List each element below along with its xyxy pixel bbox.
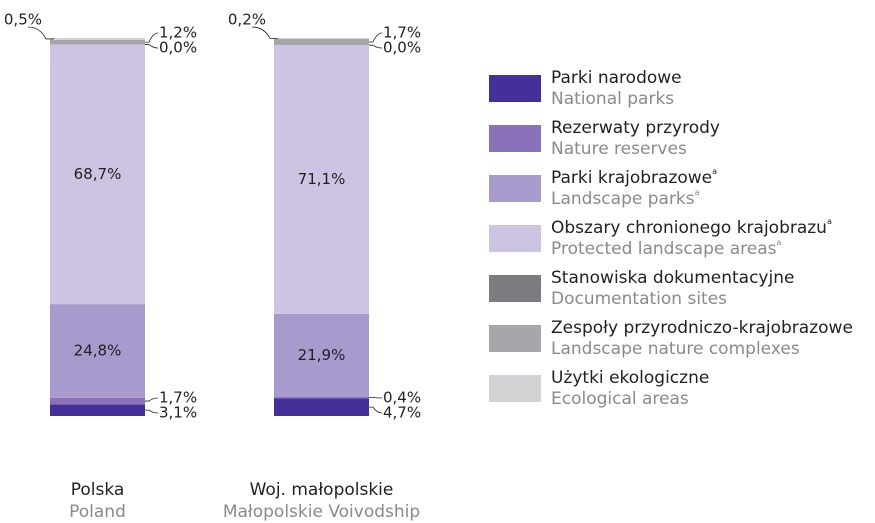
legend-name: Parki krajobrazowe <box>551 168 712 188</box>
legend-name: Zespoły przyrodniczo-krajobrazowe <box>551 318 853 338</box>
bar-segment <box>50 304 145 398</box>
legend-name: Stanowiska dokumentacyjne <box>551 268 794 288</box>
value-label: 3,1% <box>159 404 197 422</box>
category-label: Woj. małopolskie <box>250 480 394 500</box>
bar-segment <box>50 39 145 45</box>
bar-segment <box>274 38 369 39</box>
legend-label-en: Nature reserves <box>551 139 687 159</box>
value-label: 0,4% <box>383 389 421 407</box>
value-label: 68,7% <box>74 165 122 183</box>
bar-segment <box>50 44 145 305</box>
value-label: 0,0% <box>159 39 197 57</box>
legend-label-en: Protected landscape areasa <box>551 238 782 260</box>
bar-segment <box>274 45 369 314</box>
legend-swatch <box>489 275 541 302</box>
category-label: Polska <box>71 480 125 500</box>
bar-segment <box>50 404 145 416</box>
legend-name-en: Landscape parks <box>551 189 695 209</box>
legend-label-en: National parks <box>551 89 674 109</box>
value-label: 1,7% <box>383 24 421 42</box>
legend-label: Rezerwaty przyrody <box>551 118 720 138</box>
value-label: 1,2% <box>159 24 197 42</box>
value-label: 1,7% <box>159 389 197 407</box>
legend-swatch <box>489 75 541 102</box>
value-label: 71,1% <box>298 170 346 188</box>
legend-name: Parki narodowe <box>551 68 682 88</box>
leader-line <box>145 409 159 414</box>
leader-line <box>369 406 383 414</box>
bar-segment <box>50 397 145 405</box>
leader-line <box>145 32 159 43</box>
leader-line <box>369 32 383 43</box>
legend-note: a <box>712 167 717 176</box>
legend-name: Obszary chronionego krajobrazu <box>551 218 827 238</box>
legend-label: Parki narodowe <box>551 68 682 88</box>
value-label: 0,5% <box>4 11 42 29</box>
value-label: 0,2% <box>228 11 266 29</box>
legend-label-en: Documentation sites <box>551 289 727 309</box>
bar-segment <box>274 38 369 46</box>
legend-note: a <box>827 217 832 226</box>
legend-name: Rezerwaty przyrody <box>551 118 720 138</box>
legend-name-en: Landscape nature complexes <box>551 339 800 359</box>
legend-swatch <box>489 125 541 152</box>
leader-line <box>27 26 54 40</box>
legend-label: Użytki ekologiczne <box>551 368 709 388</box>
category-label-en: Małopolskie Voivodship <box>223 502 420 522</box>
value-label: 4,7% <box>383 404 421 422</box>
legend-label: Obszary chronionego krajobrazua <box>551 217 832 239</box>
legend-label: Parki krajobrazowea <box>551 167 717 189</box>
legend-name-en: Documentation sites <box>551 289 727 309</box>
leader-line <box>369 44 383 49</box>
legend-swatch <box>489 175 541 202</box>
legend-name: Użytki ekologiczne <box>551 368 709 388</box>
leader-line <box>145 397 159 402</box>
bar-segment <box>50 38 145 40</box>
legend-name-en: Ecological areas <box>551 389 689 409</box>
leader-line <box>251 26 278 39</box>
bar-segment <box>274 396 369 399</box>
category-label-en: Poland <box>69 502 126 522</box>
legend-note: a <box>777 238 782 247</box>
legend-label: Stanowiska dokumentacyjne <box>551 268 794 288</box>
legend-label-en: Landscape nature complexes <box>551 339 800 359</box>
legend-name-en: Nature reserves <box>551 139 687 159</box>
value-label: 0,0% <box>383 39 421 57</box>
legend-name-en: National parks <box>551 89 674 109</box>
bar-segment <box>274 313 369 397</box>
legend-swatch <box>489 325 541 352</box>
value-label: 24,8% <box>74 341 122 359</box>
legend-swatch <box>489 375 541 402</box>
legend-label-en: Ecological areas <box>551 389 689 409</box>
legend-name-en: Protected landscape areas <box>551 239 777 259</box>
bar-segment <box>274 398 369 416</box>
legend-label-en: Landscape parksa <box>551 188 700 210</box>
legend-swatch <box>489 225 541 252</box>
legend-note: a <box>695 188 700 197</box>
value-label: 21,9% <box>298 346 346 364</box>
leader-line <box>369 397 383 399</box>
leader-line <box>145 44 159 49</box>
legend-label: Zespoły przyrodniczo-krajobrazowe <box>551 318 853 338</box>
